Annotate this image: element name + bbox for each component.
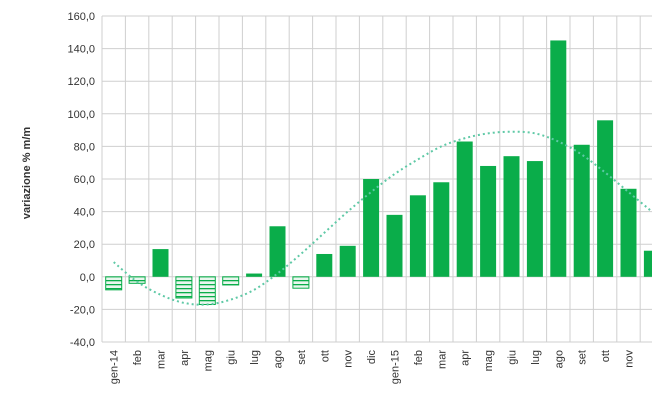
bar [526, 161, 543, 277]
bar [620, 188, 637, 277]
x-tick-label: nov [624, 350, 636, 368]
x-tick-label: lug [530, 350, 542, 365]
x-tick-label: gen-15 [390, 350, 402, 384]
x-tick-label: ago [553, 350, 565, 368]
x-tick-label: ott [319, 350, 331, 362]
y-tick-label: 140,0 [67, 44, 95, 56]
bar [386, 214, 403, 277]
bar [339, 245, 356, 277]
bar [269, 226, 286, 277]
y-axis-label: variazione % m/m [21, 127, 33, 220]
y-tick-label: 160,0 [67, 11, 95, 23]
x-tick-label: ott [600, 350, 612, 362]
x-tick-label: dic [366, 350, 378, 365]
y-tick-label: 120,0 [67, 76, 95, 88]
bar [573, 144, 590, 277]
bar [409, 195, 426, 277]
bar [503, 156, 520, 277]
x-tick-label: mag [483, 350, 495, 371]
bar [480, 165, 497, 277]
bar [152, 249, 169, 277]
x-tick-label: apr [179, 350, 191, 366]
bar [222, 276, 240, 286]
bar-series [105, 40, 652, 306]
bar [292, 276, 310, 289]
bar [175, 276, 193, 299]
x-tick-label: feb [132, 350, 144, 365]
bar [198, 276, 216, 306]
x-tick-label: set [296, 350, 308, 365]
x-tick-label: giu [226, 350, 238, 365]
y-tick-label: 80,0 [74, 141, 95, 153]
x-tick-label: lug [249, 350, 261, 365]
bar [128, 276, 146, 284]
x-tick-label: feb [413, 350, 425, 365]
y-axis-ticks: -40,0 -20,0 0,0 20,0 40,0 60,0 80,0 100,0 120,0 1… [67, 11, 95, 349]
y-tick-label: 0,0 [80, 272, 95, 284]
x-tick-label: set [577, 350, 589, 365]
bar [643, 250, 652, 277]
y-tick-label: 40,0 [74, 207, 95, 219]
y-tick-label: 60,0 [74, 174, 95, 186]
bar [597, 120, 614, 277]
bar [456, 141, 473, 277]
x-tick-label: giu [507, 350, 519, 365]
y-tick-label: -40,0 [70, 337, 95, 349]
x-tick-label: nov [343, 350, 355, 368]
y-tick-label: 20,0 [74, 239, 95, 251]
y-tick-label: 100,0 [67, 109, 95, 121]
bar [316, 253, 333, 277]
x-axis-ticks: gen-14 feb mar apr mag giu lug ago set ott nov dic g… [109, 350, 636, 385]
x-tick-label: mar [436, 350, 448, 369]
y-tick-label: -20,0 [70, 304, 95, 316]
x-tick-label: gen-14 [109, 350, 121, 384]
bar [433, 182, 450, 277]
grid-lines [101, 15, 652, 343]
bar [550, 40, 567, 277]
bar [105, 276, 123, 291]
x-tick-label: apr [460, 350, 472, 366]
x-tick-label: ago [273, 350, 285, 368]
x-tick-label: mag [202, 350, 214, 371]
bar [246, 273, 263, 277]
x-tick-label: mar [156, 350, 168, 369]
bar [363, 179, 380, 277]
